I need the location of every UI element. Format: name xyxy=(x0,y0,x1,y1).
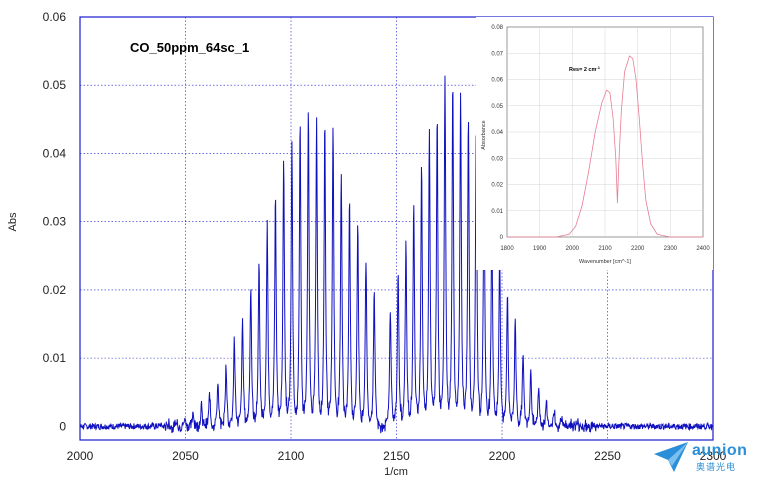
y-axis-label: Abs xyxy=(7,212,19,231)
inset-x-tick-label: 2200 xyxy=(631,246,645,252)
inset-background xyxy=(476,17,713,270)
brand-logo: aunion 奥谱光电 xyxy=(652,440,760,476)
inset-x-axis-label: Wavenumber [cm^-1] xyxy=(579,259,631,265)
y-tick-label: 0 xyxy=(59,419,66,433)
inset-y-tick-label: 0.03 xyxy=(491,156,503,162)
inset-series xyxy=(507,55,703,238)
inset-x-tick-labels: 1800 1900 2000 2100 2200 2300 2400 xyxy=(500,246,710,252)
absorbance-line xyxy=(79,75,714,434)
inset-y-tick-label: 0.02 xyxy=(491,183,503,189)
inset-x-tick-label: 1800 xyxy=(500,246,514,252)
y-tick-labels: 0 0.01 0.02 0.03 0.04 0.05 0.06 xyxy=(43,10,67,433)
y-tick-label: 0.03 xyxy=(43,215,67,229)
inset-annotation-text: Res= 2 cm xyxy=(569,67,596,73)
chart-title: CO_50ppm_64sc_1 xyxy=(130,40,249,55)
y-tick-label: 0.02 xyxy=(43,283,67,297)
inset-x-tick-label: 2000 xyxy=(566,246,580,252)
y-tick-label: 0.04 xyxy=(43,146,67,160)
inset-y-tick-label: 0.01 xyxy=(491,209,503,215)
x-tick-labels: 2000 2050 2100 2150 2200 2250 2300 xyxy=(67,449,727,463)
y-tick-label: 0.01 xyxy=(43,351,67,365)
inset-y-tick-label: 0 xyxy=(500,235,504,241)
inset-chart: 0 0.01 0.02 0.03 0.04 0.05 0.06 0.07 0.08 1800 19… xyxy=(476,17,713,270)
x-tick-label: 2300 xyxy=(700,449,727,463)
x-tick-label: 2100 xyxy=(278,449,305,463)
inset-y-tick-label: 0.05 xyxy=(491,104,503,110)
x-tick-label: 2200 xyxy=(489,449,516,463)
x-tick-label: 2000 xyxy=(67,449,94,463)
logo-brand-text: aunion xyxy=(692,442,748,459)
inset-x-tick-label: 2100 xyxy=(598,246,612,252)
inset-y-tick-label: 0.06 xyxy=(491,78,503,84)
x-tick-label: 2150 xyxy=(383,449,410,463)
inset-x-tick-label: 2400 xyxy=(696,246,710,252)
inset-x-tick-label: 2300 xyxy=(664,246,678,252)
x-tick-label: 2250 xyxy=(594,449,621,463)
inset-grid xyxy=(507,27,703,237)
logo-sub-text: 奥谱光电 xyxy=(696,462,737,472)
inset-x-tick-label: 1900 xyxy=(533,246,547,252)
y-tick-label: 0.06 xyxy=(43,10,67,24)
inset-y-axis-label: Absorbance xyxy=(481,120,487,149)
inset-y-tick-labels: 0 0.01 0.02 0.03 0.04 0.05 0.06 0.07 0.08 xyxy=(491,25,503,241)
paper-plane-icon xyxy=(654,442,688,472)
y-tick-label: 0.05 xyxy=(43,78,67,92)
inset-absorbance-line xyxy=(507,55,703,238)
main-series xyxy=(79,75,714,434)
inset-annotation: Res= 2 cm-1 xyxy=(569,65,601,73)
inset-y-tick-label: 0.04 xyxy=(491,130,503,136)
x-axis-label: 1/cm xyxy=(384,466,408,478)
inset-y-tick-label: 0.07 xyxy=(491,51,503,57)
x-tick-label: 2050 xyxy=(172,449,199,463)
inset-annotation-superscript: -1 xyxy=(596,65,600,70)
inset-y-tick-label: 0.08 xyxy=(491,25,503,31)
